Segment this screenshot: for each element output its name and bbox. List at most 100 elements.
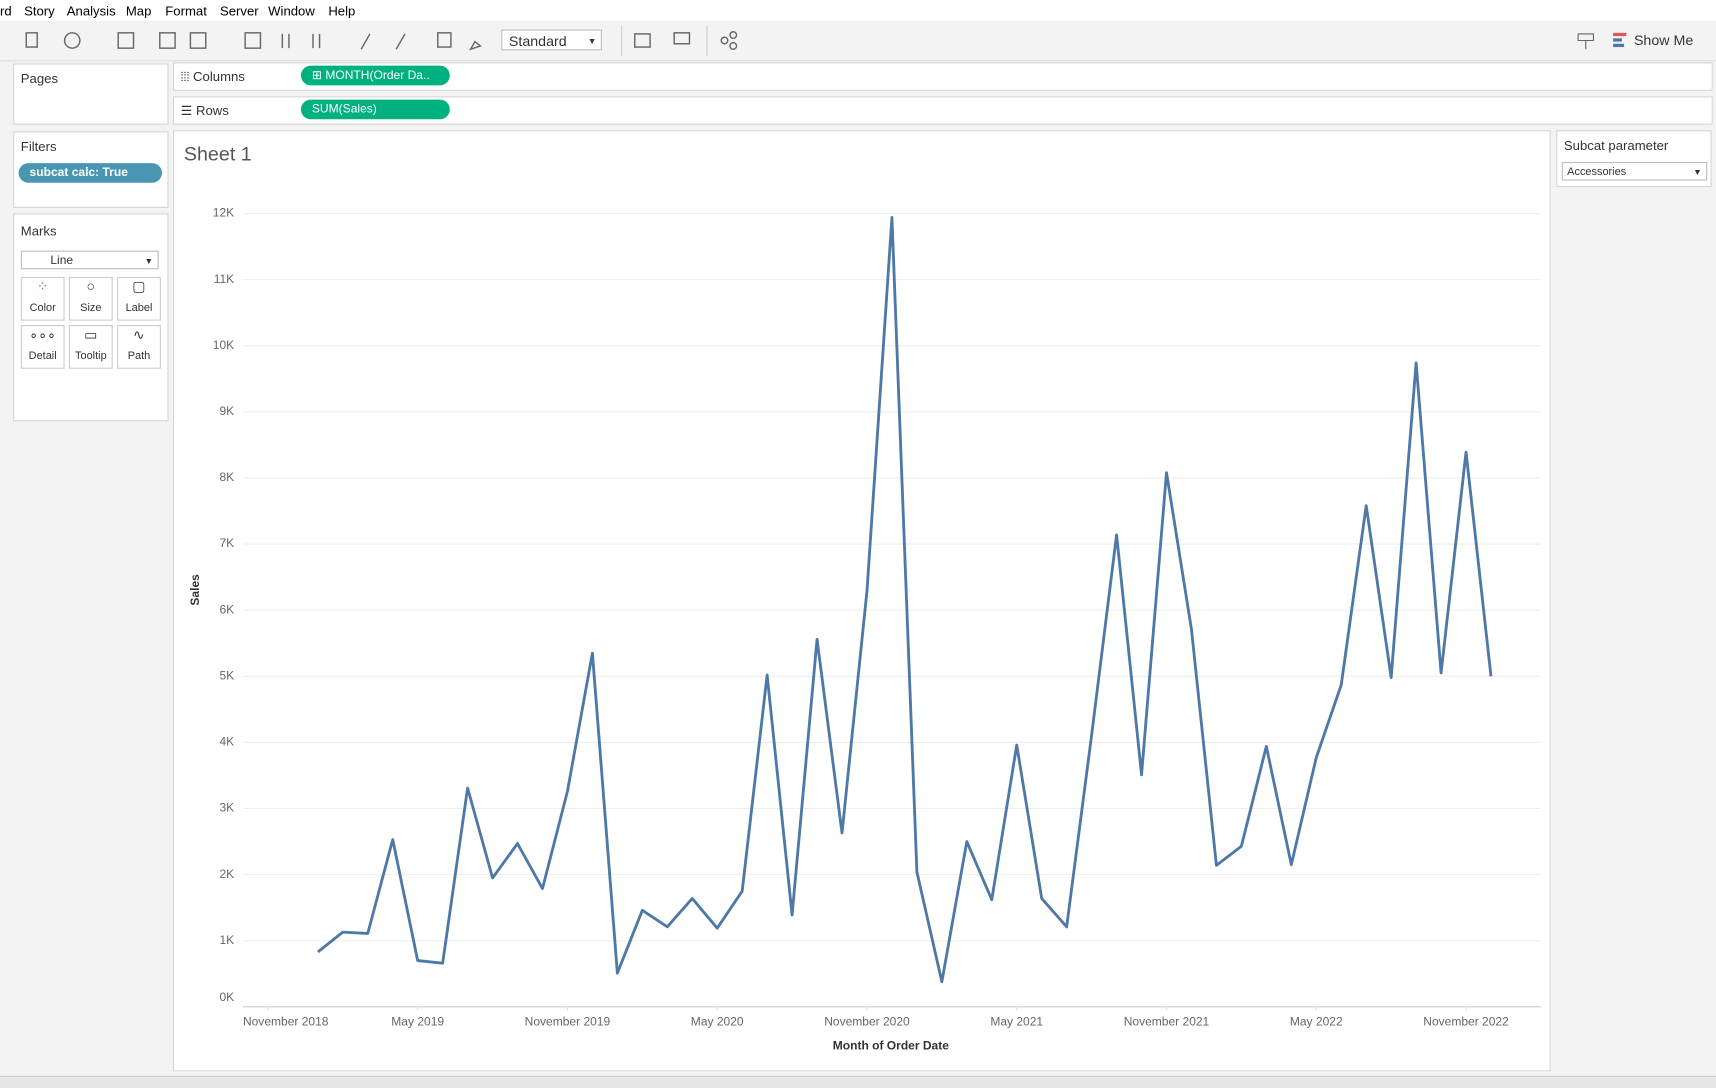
x-tick-label: November 2018	[243, 1014, 329, 1028]
toolbar-icons	[25, 25, 738, 56]
dropdown-arrow: ▼	[587, 36, 597, 46]
icon[interactable]	[360, 33, 371, 50]
y-tick-label: 5K	[219, 668, 234, 682]
rows-shelf: ☰ Rows SUM(Sales)	[172, 96, 1713, 125]
column-pill[interactable]: ⊞ MONTH(Order Da..	[300, 65, 450, 86]
filters-card: Filters subcat calc: True	[13, 131, 169, 208]
button-label: Detail	[28, 350, 57, 363]
mark-type-dropdown[interactable]: Line ▼	[20, 250, 159, 270]
y-tick-label: 8K	[219, 470, 234, 484]
x-tick-label: May 2021	[990, 1014, 1043, 1028]
menu-item[interactable]: Analysis	[66, 3, 116, 19]
toolbar: Standard ▼ Show Me	[0, 20, 1716, 62]
icon[interactable]	[63, 32, 81, 49]
y-tick-label: 6K	[219, 602, 234, 616]
icon[interactable]	[469, 40, 482, 51]
menu-item[interactable]: Story	[24, 3, 55, 19]
icon: ∘∘∘	[29, 326, 57, 343]
x-tick-label: November 2020	[824, 1014, 910, 1028]
x-axis-title: Month of Order Date	[833, 1038, 949, 1052]
menu-item[interactable]: rd	[0, 3, 12, 19]
marks-button[interactable]: ▭ Tooltip	[68, 325, 113, 369]
marks-button[interactable]: ⁘ Color	[20, 276, 65, 321]
fit-dropdown[interactable]: Standard ▼	[501, 29, 602, 51]
y-tick-label: 1K	[219, 933, 234, 947]
x-tick-label: November 2021	[1124, 1014, 1210, 1028]
icon[interactable]	[189, 32, 207, 49]
menu-item[interactable]: Window	[268, 3, 315, 19]
status-bar	[0, 1075, 1716, 1088]
icon[interactable]	[1577, 33, 1594, 50]
show-me-icons	[1577, 32, 1627, 50]
x-tick-label: November 2022	[1423, 1014, 1509, 1028]
icon[interactable]	[281, 33, 321, 49]
button-label: Path	[127, 350, 151, 363]
icon[interactable]	[159, 32, 176, 49]
marks-button[interactable]: ○ Size	[68, 276, 113, 321]
card-title: Filters	[20, 138, 57, 155]
icon[interactable]	[634, 33, 651, 48]
parameter-card: Subcat parameter Accessories ▼	[1556, 130, 1712, 188]
icon	[1613, 38, 1622, 42]
pages-card: Pages	[13, 63, 169, 125]
dropdown-arrow: ▼	[1693, 167, 1702, 178]
shelf-name: Rows	[196, 102, 229, 119]
show-me[interactable]: Show Me	[1633, 31, 1694, 49]
menu-item[interactable]: Help	[328, 3, 356, 19]
columns-shelf: ⦙⦙⦙ Columns ⊞ MONTH(Order Da..	[172, 62, 1713, 91]
icon	[1613, 43, 1625, 48]
row-pill[interactable]: SUM(Sales)	[300, 99, 450, 120]
y-tick-label: 12K	[213, 206, 234, 220]
icon[interactable]	[244, 32, 262, 49]
menu-bar: rd Story Analysis Map Format Server Wind…	[0, 0, 1716, 21]
icon[interactable]	[395, 33, 406, 50]
marks-button[interactable]: ∿ Path	[117, 325, 161, 369]
icon[interactable]	[437, 32, 452, 48]
marks-button[interactable]: ▢ Label	[117, 276, 161, 321]
icon: ⁘	[36, 277, 49, 295]
icon[interactable]	[729, 31, 738, 40]
y-axis-title: Sales	[188, 574, 202, 606]
icon: ▢	[132, 277, 146, 295]
menu-item[interactable]: Map	[125, 3, 152, 19]
y-tick-label: 9K	[219, 404, 234, 418]
button-label: Label	[125, 302, 153, 315]
icon[interactable]	[673, 32, 691, 45]
menu-item[interactable]: Server	[219, 3, 259, 19]
y-tick-label: 11K	[214, 272, 235, 286]
icon: ○	[86, 277, 96, 295]
filter-pill[interactable]: subcat calc: True	[18, 163, 162, 183]
icon[interactable]	[729, 41, 738, 50]
fit-value: Standard	[508, 32, 567, 50]
dropdown-arrow: ▼	[144, 256, 154, 266]
chart: Sheet 1 Sales Month of Order Date 0K 1K 2K…	[172, 130, 1551, 1072]
marks-button[interactable]: ∘∘∘ Detail	[20, 325, 65, 369]
button-label: Size	[80, 302, 102, 315]
pill-text: MONTH(Order Da..	[325, 68, 430, 83]
card-title: Subcat parameter	[1563, 137, 1669, 154]
icon	[1613, 32, 1627, 37]
x-tick-label: May 2020	[691, 1014, 744, 1028]
x-tick-label: May 2019	[391, 1014, 444, 1028]
y-tick-label: 4K	[219, 735, 234, 749]
button-label: Tooltip	[75, 350, 107, 363]
icon[interactable]	[25, 32, 38, 48]
card-title: Marks	[20, 223, 57, 239]
parameter-value: Accessories	[1567, 166, 1627, 179]
marks-card: Marks Line ▼ ⁘ Color ○ Size ▢ Label ∘∘∘ Detai…	[13, 213, 169, 422]
x-tick-label: November 2019	[525, 1014, 611, 1028]
chart-title: Sheet 1	[184, 144, 252, 166]
card-title: Pages	[20, 71, 59, 87]
y-tick-label: 7K	[219, 536, 234, 550]
sales-line	[316, 216, 1493, 984]
sheet-background	[172, 130, 1551, 1072]
mark-type: Line	[50, 253, 74, 268]
icon[interactable]	[117, 32, 135, 49]
menu-item[interactable]: Format	[165, 3, 207, 19]
icon[interactable]	[720, 36, 729, 45]
shelf-name: Columns	[193, 68, 245, 85]
icon: ∿	[133, 326, 145, 343]
parameter-dropdown[interactable]: Accessories ▼	[1561, 161, 1708, 181]
